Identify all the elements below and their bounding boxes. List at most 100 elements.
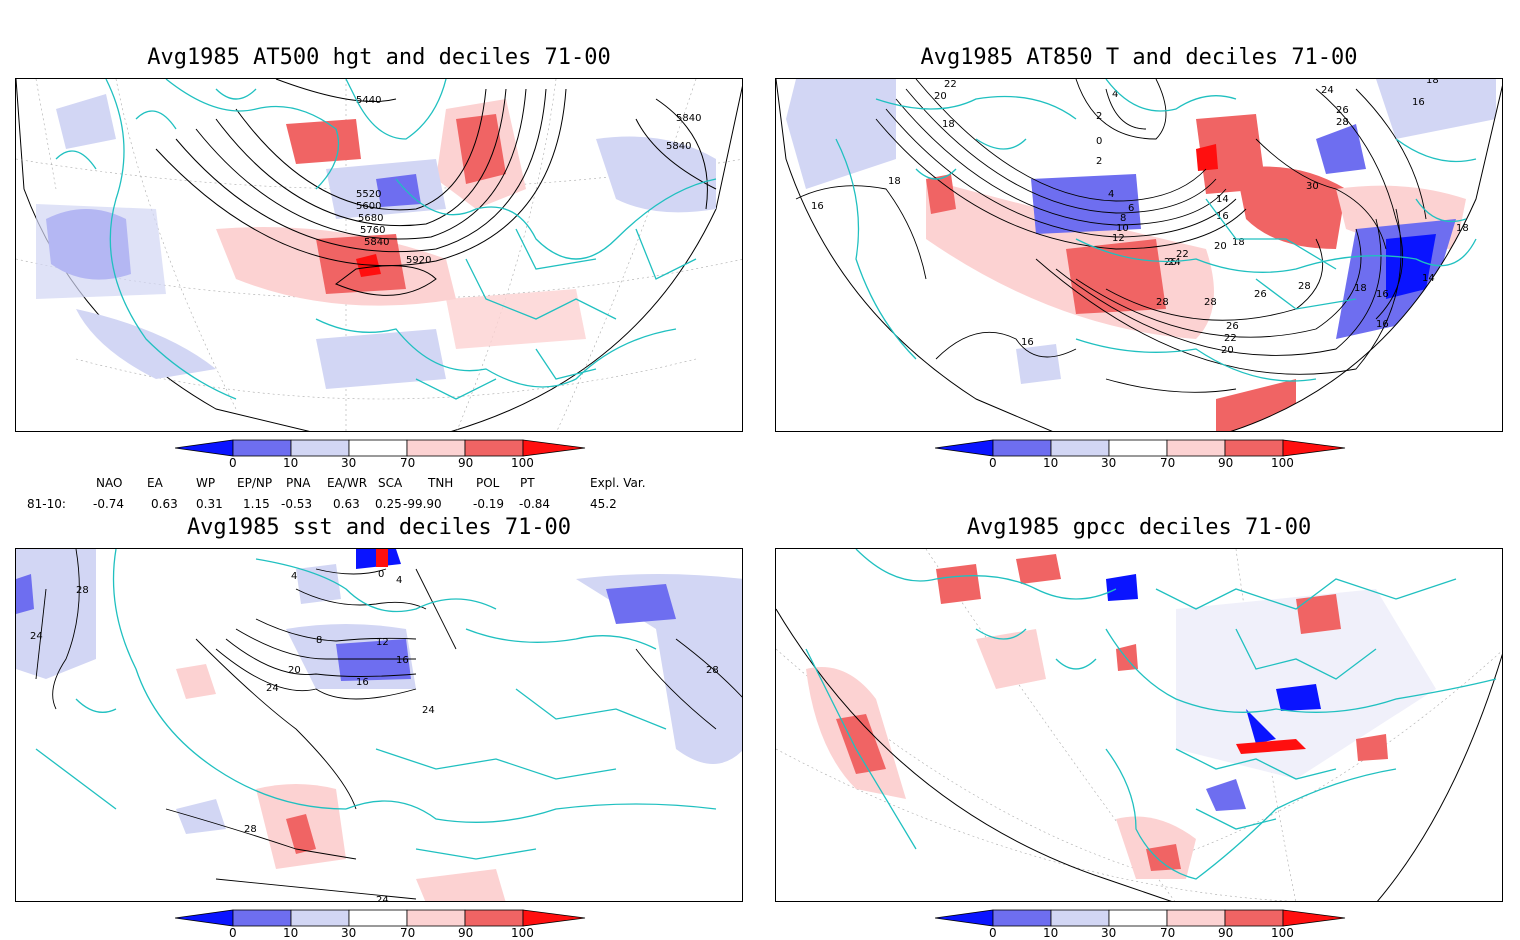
svg-text:12: 12 bbox=[376, 637, 389, 648]
index-header: TNH bbox=[428, 476, 454, 490]
index-header: NAO bbox=[96, 476, 123, 490]
svg-text:20: 20 bbox=[1214, 241, 1227, 252]
svg-text:24: 24 bbox=[1321, 85, 1334, 96]
colorbar-segment bbox=[406, 909, 466, 927]
colorbar-segment bbox=[232, 909, 292, 927]
svg-text:4: 4 bbox=[291, 571, 297, 582]
svg-text:26: 26 bbox=[1254, 289, 1267, 300]
colorbar-segment bbox=[406, 439, 466, 457]
svg-text:16: 16 bbox=[1021, 337, 1034, 348]
svg-text:28: 28 bbox=[1204, 297, 1217, 308]
colorbar-segment bbox=[992, 909, 1052, 927]
colorbar-segment bbox=[522, 909, 586, 927]
svg-text:18: 18 bbox=[1232, 237, 1245, 248]
index-header: EP/NP bbox=[237, 476, 273, 490]
colorbar-segment bbox=[1282, 439, 1346, 457]
colorbar-segment bbox=[1166, 909, 1226, 927]
colorbar-4 bbox=[935, 909, 1346, 927]
map-hgt500: 5440 5840 5840 5520 5600 5680 5760 5840 … bbox=[16, 79, 742, 431]
panel-title-sst: Avg1985 sst and deciles 71-00 bbox=[186, 515, 572, 540]
colorbar-segment bbox=[290, 909, 350, 927]
svg-text:22: 22 bbox=[1224, 333, 1237, 344]
index-value: -0.74 bbox=[93, 497, 125, 511]
svg-text:28: 28 bbox=[1336, 117, 1349, 128]
svg-text:12: 12 bbox=[1112, 233, 1125, 244]
svg-text:6: 6 bbox=[1128, 203, 1134, 214]
svg-text:28: 28 bbox=[244, 824, 257, 835]
sst-contours bbox=[35, 549, 742, 900]
panel-title-hgt500: Avg1985 AT500 hgt and deciles 71-00 bbox=[147, 45, 611, 70]
svg-text:16: 16 bbox=[1412, 97, 1425, 108]
map-panel-t850: 22 20 18 16 18 4 2 0 2 4 6 8 10 12 14 16… bbox=[775, 78, 1503, 432]
svg-text:16: 16 bbox=[396, 655, 409, 666]
index-value: 45.2 bbox=[590, 497, 617, 511]
colorbar-segment bbox=[1108, 909, 1168, 927]
svg-text:14: 14 bbox=[1216, 194, 1229, 205]
svg-text:5600: 5600 bbox=[356, 201, 381, 212]
svg-text:28: 28 bbox=[1156, 297, 1169, 308]
svg-text:10: 10 bbox=[1116, 223, 1129, 234]
svg-text:4: 4 bbox=[1112, 89, 1118, 100]
svg-text:16: 16 bbox=[811, 201, 824, 212]
contour-labels: 5440 5840 5840 5520 5600 5680 5760 5840 … bbox=[356, 95, 701, 266]
colorbar-segment bbox=[175, 439, 234, 457]
index-value: 0.31 bbox=[196, 497, 223, 511]
coastlines bbox=[55, 79, 717, 400]
svg-text:24: 24 bbox=[266, 683, 279, 694]
index-header: EA bbox=[147, 476, 163, 490]
map-t850: 22 20 18 16 18 4 2 0 2 4 6 8 10 12 14 16… bbox=[776, 79, 1502, 431]
colorbar-segment bbox=[348, 909, 408, 927]
colorbar-segment bbox=[1050, 439, 1110, 457]
hemisphere-edge bbox=[776, 608, 1502, 901]
index-row-label: 81-10: bbox=[27, 497, 66, 511]
svg-text:5920: 5920 bbox=[406, 255, 431, 266]
svg-text:22: 22 bbox=[944, 79, 957, 90]
svg-text:4: 4 bbox=[1108, 189, 1114, 200]
coastlines bbox=[35, 549, 717, 860]
map-panel-sst: 28 24 4 0 4 8 12 16 20 24 16 24 28 28 24 bbox=[15, 548, 743, 902]
svg-text:24: 24 bbox=[422, 705, 435, 716]
svg-text:26: 26 bbox=[1336, 105, 1349, 116]
index-header: EA/WR bbox=[327, 476, 368, 490]
index-header: WP bbox=[196, 476, 216, 490]
svg-text:24: 24 bbox=[30, 631, 43, 642]
contour-labels: 22 20 18 16 18 4 2 0 2 4 6 8 10 12 14 16… bbox=[811, 79, 1469, 356]
index-header: POL bbox=[476, 476, 500, 490]
colorbar-segment bbox=[464, 909, 524, 927]
colorbar-segment bbox=[1224, 439, 1284, 457]
svg-text:2: 2 bbox=[1096, 156, 1102, 167]
map-outside-mask bbox=[776, 79, 1502, 431]
svg-text:0: 0 bbox=[378, 569, 384, 580]
map-sst: 28 24 4 0 4 8 12 16 20 24 16 24 28 28 24 bbox=[16, 549, 742, 901]
colorbar-segment bbox=[175, 909, 234, 927]
index-header: PNA bbox=[286, 476, 311, 490]
svg-text:5840: 5840 bbox=[364, 237, 389, 248]
colorbar-segment bbox=[1108, 439, 1168, 457]
colorbar-3 bbox=[175, 909, 586, 927]
map-panel-hgt500: 5440 5840 5840 5520 5600 5680 5760 5840 … bbox=[15, 78, 743, 432]
svg-text:18: 18 bbox=[888, 176, 901, 187]
svg-text:26: 26 bbox=[1226, 321, 1239, 332]
index-header: SCA bbox=[378, 476, 403, 490]
index-value: 1.15 bbox=[243, 497, 270, 511]
index-value: -0.84 bbox=[519, 497, 551, 511]
height-contours bbox=[155, 79, 717, 296]
panel-title-gpcc: Avg1985 gpcc deciles 71-00 bbox=[966, 515, 1312, 540]
decile-shading bbox=[16, 549, 742, 901]
coastlines bbox=[805, 549, 1497, 880]
colorbar-segment bbox=[464, 439, 524, 457]
index-value: -0.53 bbox=[281, 497, 313, 511]
colorbar-segment bbox=[1050, 909, 1110, 927]
colorbar-2 bbox=[935, 439, 1346, 457]
colorbar-segment bbox=[1224, 909, 1284, 927]
svg-text:18: 18 bbox=[1456, 223, 1469, 234]
contour-labels: 28 24 4 0 4 8 12 16 20 24 16 24 28 28 24 bbox=[30, 569, 719, 901]
svg-text:28: 28 bbox=[76, 585, 89, 596]
svg-text:2: 2 bbox=[1096, 111, 1102, 122]
colorbar-segment bbox=[1282, 909, 1346, 927]
svg-text:20: 20 bbox=[288, 665, 301, 676]
svg-text:28: 28 bbox=[1298, 281, 1311, 292]
colorbar-segment bbox=[290, 439, 350, 457]
hemisphere-edge bbox=[776, 79, 1502, 431]
svg-text:18: 18 bbox=[1354, 283, 1367, 294]
